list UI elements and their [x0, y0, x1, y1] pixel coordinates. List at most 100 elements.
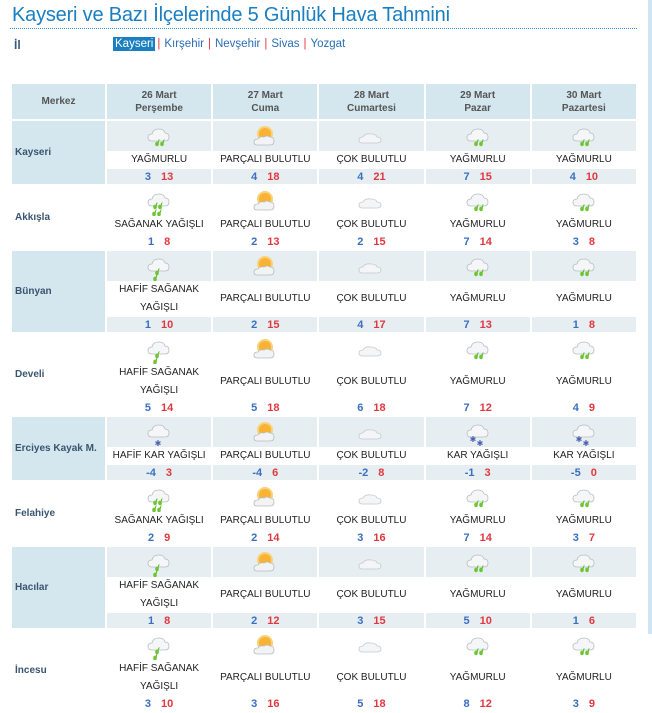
rain-icon [466, 258, 489, 277]
table-row: HAFİF SAĞANAK YAĞIŞLI PARÇALI BULUTLU ÇOK … [11, 577, 639, 613]
max-temp: 14 [479, 235, 492, 248]
location-name: Kayseri [10, 120, 107, 186]
min-temp: 5 [357, 697, 364, 710]
scrollbar[interactable] [648, 0, 652, 634]
condition-text: ÇOK BULUTLU [317, 447, 426, 465]
city-link-1[interactable]: Kırşehir [164, 38, 204, 50]
max-temp: 3 [484, 466, 491, 479]
condition-text: KAR YAĞIŞLI [529, 447, 639, 465]
min-temp: 3 [572, 531, 579, 544]
condition-text: YAĞMURLU [423, 364, 532, 400]
weather-icon-cell [423, 250, 532, 281]
weather-icon-cell [317, 185, 426, 216]
weather-icon-cell [529, 481, 639, 512]
weather-icon-cell [317, 250, 426, 281]
weather-icon-cell [317, 120, 426, 151]
weather-icon-cell [211, 250, 320, 281]
max-temp: 18 [267, 170, 280, 183]
condition-text: YAĞMURLU [423, 577, 532, 613]
weather-icon-cell [423, 481, 532, 512]
cloudy-icon [359, 429, 382, 440]
header-date: 28 Mart [353, 89, 389, 101]
max-temp: 17 [373, 318, 386, 331]
header-weekday: Pazar [464, 102, 491, 114]
partly-icon [253, 487, 275, 507]
weather-icon-cell [423, 120, 532, 151]
min-temp: 7 [463, 531, 470, 544]
city-nav: Kayseri | Kırşehir | Nevşehir | Sivas | Yozgat [113, 37, 347, 51]
condition-text: PARÇALI BULUTLU [211, 281, 320, 317]
temperature-cell: 2 12 [211, 613, 320, 630]
max-temp: 7 [588, 531, 595, 544]
location-name: Develi [10, 333, 107, 417]
header-day: 30 Mart Pazartesi [529, 82, 639, 121]
location-name: Bünyan [10, 250, 107, 334]
svg-text:✱: ✱ [155, 439, 162, 447]
temperature-cell: 4 17 [317, 317, 426, 334]
weather-icon-cell [104, 250, 214, 281]
max-temp: 13 [161, 170, 174, 183]
rain-icon [466, 637, 489, 656]
condition-text: ÇOK BULUTLU [317, 364, 426, 400]
min-temp: 3 [357, 531, 364, 544]
min-temp: 7 [463, 318, 470, 331]
max-temp: 8 [588, 318, 595, 331]
temperature-cell: 5 18 [317, 696, 426, 713]
location-name: Hacılar [10, 546, 107, 630]
city-link-0[interactable]: Kayseri [113, 37, 156, 51]
city-separator: | [207, 38, 211, 50]
weather-icon-cell [423, 185, 532, 216]
rain-icon [572, 193, 595, 212]
condition-text: PARÇALI BULUTLU [211, 512, 320, 530]
forecast-table: Merkez 26 Mart Perşembe 27 Mart Cuma 28 Mart C… [10, 82, 639, 713]
temperature-cell: 3 16 [211, 696, 320, 713]
cloudy-icon [359, 346, 382, 357]
partly-icon [253, 256, 275, 276]
min-temp: 1 [147, 614, 155, 627]
min-temp: 2 [147, 531, 155, 544]
condition-text: PARÇALI BULUTLU [211, 216, 320, 234]
max-temp: 13 [267, 235, 280, 248]
cloudy-icon [359, 642, 382, 653]
min-temp: 1 [144, 318, 152, 331]
weather-icon-cell [104, 120, 214, 151]
min-temp: 2 [251, 614, 258, 627]
min-temp: 3 [144, 170, 152, 183]
city-link-4[interactable]: Yozgat [310, 38, 346, 50]
table-row: HAFİF SAĞANAK YAĞIŞLI PARÇALI BULUTLU ÇOK … [11, 364, 639, 400]
snow-icon: ✱ ✱ [572, 424, 595, 447]
rain-icon [466, 128, 489, 147]
city-link-3[interactable]: Sivas [271, 38, 300, 50]
temperature-cell: 7 12 [423, 400, 532, 417]
header-day: 27 Mart Cuma [211, 82, 320, 121]
table-row: 1 8 2 12 3 15 5 10 1 6 [11, 613, 639, 630]
shower-icon [147, 489, 170, 512]
min-temp: -1 [464, 466, 475, 479]
max-temp: 14 [479, 531, 492, 544]
svg-text:✱: ✱ [583, 439, 590, 447]
max-temp: 0 [590, 466, 597, 479]
condition-text: YAĞMURLU [529, 216, 639, 234]
max-temp: 14 [161, 401, 174, 414]
weather-icon-cell [211, 546, 320, 577]
min-temp: 3 [251, 697, 258, 710]
max-temp: 10 [479, 614, 492, 627]
condition-text: ÇOK BULUTLU [317, 216, 426, 234]
table-row: Hacılar [10, 546, 639, 630]
header-merkez: Merkez [10, 82, 107, 121]
location-name: Felahiye [10, 481, 107, 547]
temperature-cell: 7 14 [423, 234, 532, 251]
min-temp: 3 [144, 697, 152, 710]
weather-icon-cell [529, 333, 639, 364]
city-link-2[interactable]: Nevşehir [214, 38, 261, 50]
condition-text: PARÇALI BULUTLU [211, 577, 320, 613]
partly-icon [253, 422, 275, 442]
table-row: 1 8 2 13 2 15 7 14 3 8 [11, 234, 639, 251]
max-temp: 15 [267, 318, 280, 331]
condition-text: SAĞANAK YAĞIŞLI [104, 512, 214, 530]
weather-icon-cell: ✱ ✱ [529, 416, 639, 447]
